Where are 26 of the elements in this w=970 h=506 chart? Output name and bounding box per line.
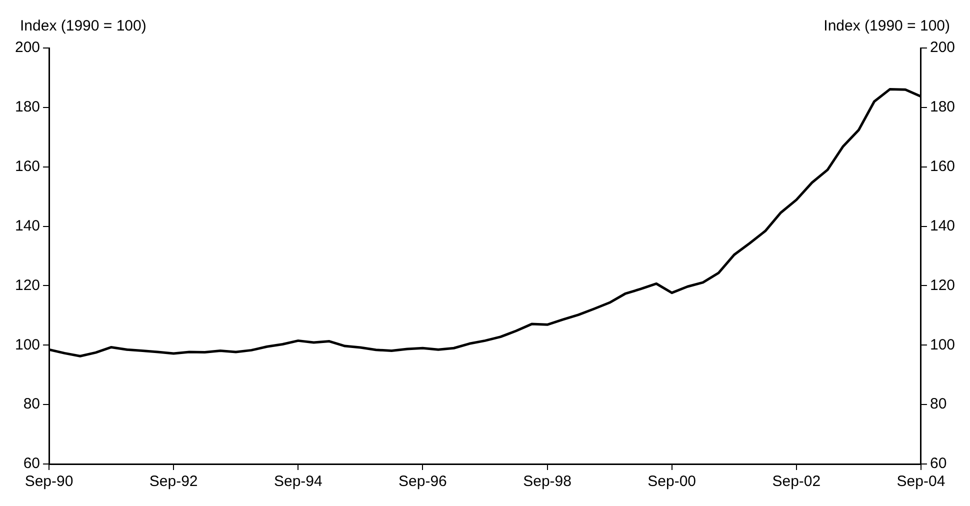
y-tick-label: 100 [14,336,40,354]
x-tick-label: Sep-98 [523,473,572,490]
y-tick-label: 140 [14,217,40,234]
x-tick-label: Sep-00 [648,473,696,490]
x-tick-label: Sep-02 [772,473,821,490]
y-tick-label: 80 [23,396,40,413]
x-tick-label: Sep-94 [274,473,322,490]
y2-tick-label: 80 [930,396,947,413]
y2-tick-label: 160 [930,158,956,175]
x-tick-label: Sep-96 [398,473,447,490]
x-tick-label: Sep-92 [149,473,198,490]
y2-tick-label: 100 [930,336,956,354]
y-tick-label: 180 [14,98,40,116]
y2-tick-label: 120 [930,276,956,294]
y-tick-label: 120 [14,276,40,294]
y-tick-label: 60 [23,455,40,472]
y2-tick-label: 180 [930,98,956,116]
y-axis-title: Index (1990 = 100) [20,18,146,35]
x-tick-label: Sep-90 [24,473,74,490]
y2-tick-label: 60 [930,455,947,472]
y2-tick-label: 140 [930,217,956,234]
y2-tick-label: 200 [930,39,956,56]
y-tick-label: 160 [14,158,40,175]
y2-axis-title: Index (1990 = 100) [824,18,950,35]
y-tick-label: 200 [14,39,40,56]
x-tick-label: Sep-04 [896,473,946,490]
